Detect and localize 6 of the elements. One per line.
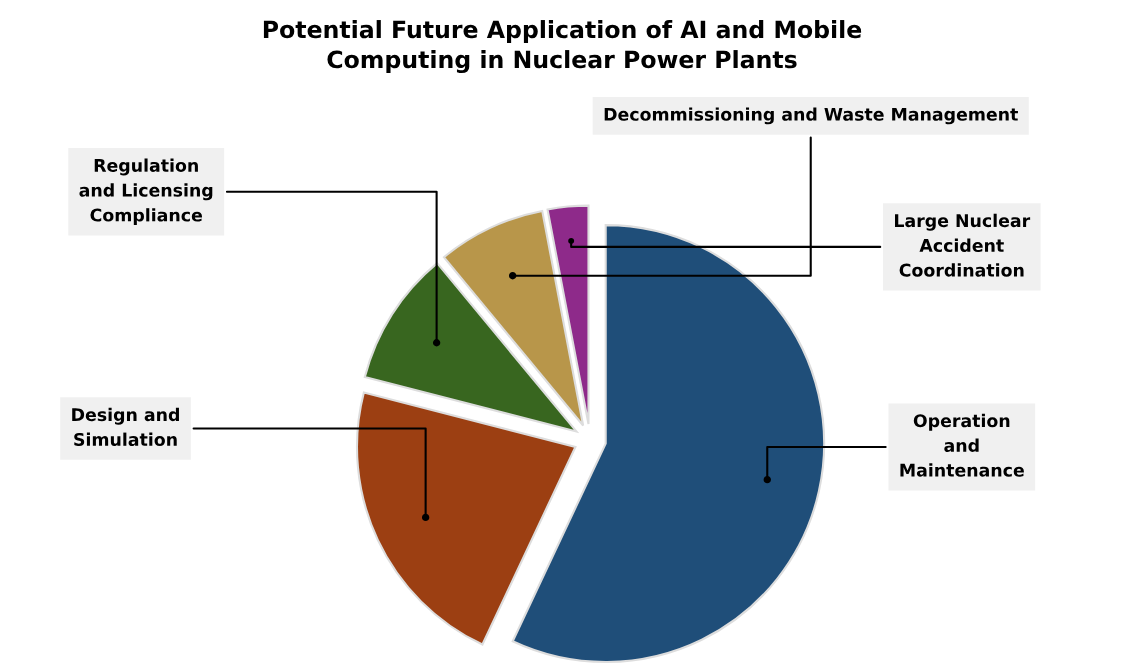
slice-label: Large Nuclear Accident Coordination [895,213,1031,277]
slice-label: Decommissioning and Waste Management [604,107,1018,125]
slice-label: Operation and Maintenance [900,413,1024,477]
chart-title: Potential Future Application of AI and Mobile Computing in Nuclear Power Plants [263,20,862,74]
slice-label: Regulation and Licensing Compliance [79,158,213,225]
slice-label: Design and Simulation [72,407,179,447]
